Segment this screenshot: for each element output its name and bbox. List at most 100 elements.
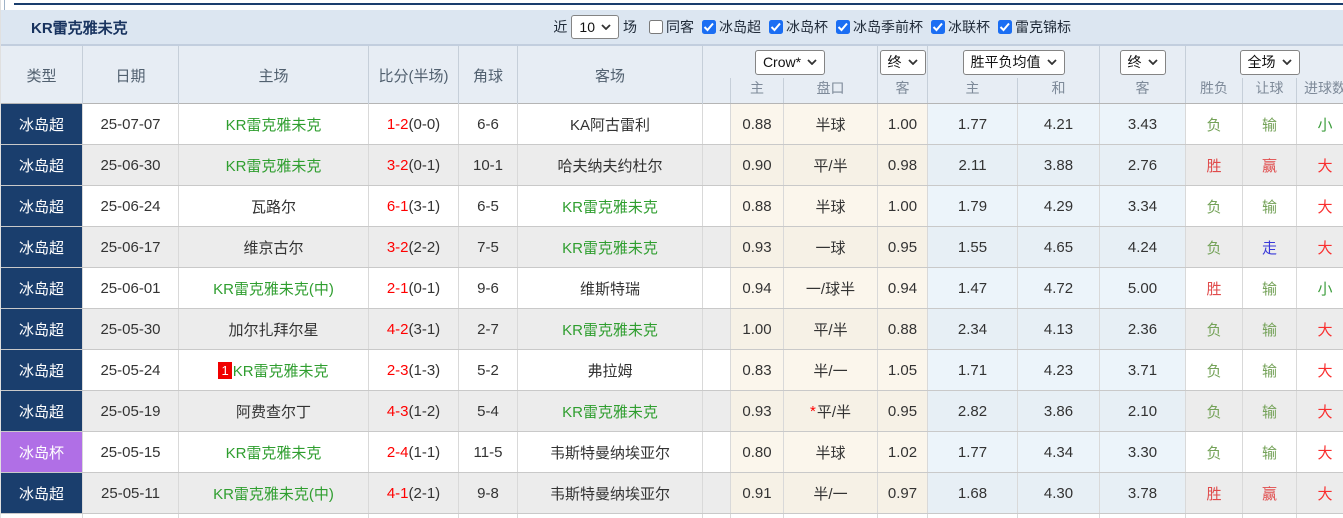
bookmaker-value: Crow* — [762, 54, 802, 70]
home-team-name: 维京古尔 — [243, 239, 304, 257]
col-header-corner: 角球 — [459, 46, 518, 104]
goals-result: 大 — [1317, 444, 1333, 462]
scope-select[interactable]: 全场 — [1239, 49, 1300, 75]
europe-time-select[interactable]: 终 — [1119, 49, 1166, 75]
subheader-row: 主盘口客主和客胜负 让球 进球数 — [703, 78, 1343, 103]
eu-draw-odds: 4.21 — [1018, 104, 1100, 144]
spacer-cell — [703, 268, 731, 308]
team-title: KR雷克雅未克 — [31, 19, 128, 37]
corners-cell: 10-1 — [459, 145, 518, 185]
table-row: 冰岛超 25-06-24 瓦路尔 6-1 (3-1) 6-5 KR雷克雅未克 0.88 半球 1.… — [1, 186, 1343, 227]
recent-count-select[interactable]: 10 — [571, 15, 619, 39]
partial-cell — [1, 514, 83, 518]
goals-result: 大 — [1317, 403, 1333, 421]
score-cell: 2-4 (1-1) — [369, 432, 459, 472]
halftime-score: (1-1) — [408, 443, 441, 461]
spacer-cell — [703, 432, 731, 472]
away-team-cell: KR雷克雅未克 — [518, 227, 703, 267]
corners-cell: 9-8 — [459, 473, 518, 513]
table-row: 冰岛超 25-05-11 KR雷克雅未克(中) 4-1 (2-1) 9-8 韦斯特曼纳埃亚尔… — [1, 473, 1343, 514]
avg-type-select[interactable]: 胜平负均值 — [962, 49, 1065, 75]
competition-checkbox[interactable] — [702, 20, 716, 34]
handicap-result: 输 — [1243, 186, 1297, 226]
eu-home-odds: 1.71 — [928, 350, 1018, 390]
home-team-cell: KR雷克雅未克 — [179, 145, 369, 185]
same-away-checkbox[interactable] — [649, 20, 663, 34]
ah-line: 一/球半 — [784, 268, 878, 308]
handicap-result: 输 — [1243, 104, 1297, 144]
eu-draw-odds: 4.13 — [1018, 309, 1100, 349]
handicap-result: 赢 — [1243, 145, 1297, 185]
ah-home-odds: 0.90 — [731, 145, 784, 185]
home-team-cell: KR雷克雅未克(中) — [179, 473, 369, 513]
table-row: 冰岛超 25-05-19 阿费查尔丁 4-3 (1-2) 5-4 KR雷克雅未克 0.93 * 平… — [1, 391, 1343, 432]
score-cell: 3-2 (0-1) — [369, 145, 459, 185]
home-team-name: 瓦路尔 — [250, 198, 296, 216]
home-team-name: KR雷克雅未克 — [225, 116, 322, 134]
partial-cell — [459, 514, 518, 518]
league-cell: 冰岛超 — [1, 391, 83, 431]
ah-home-odds: 0.91 — [731, 473, 784, 513]
date-cell: 25-06-01 — [83, 268, 179, 308]
subheader-cell: 胜负 — [1186, 78, 1243, 103]
bookmaker-select[interactable]: Crow* — [754, 49, 826, 75]
home-team-name: KR雷克雅未克 — [232, 362, 329, 380]
wdl-result: 负 — [1186, 227, 1243, 267]
same-away-label: 同客 — [666, 19, 694, 35]
handicap-time-select[interactable]: 终 — [879, 49, 926, 75]
eu-draw-odds: 4.23 — [1018, 350, 1100, 390]
wdl-result: 负 — [1186, 391, 1243, 431]
home-team-cell: KR雷克雅未克(中) — [179, 268, 369, 308]
away-team-cell: 韦斯特曼纳埃亚尔 — [518, 432, 703, 472]
rank-badge: 1 — [218, 361, 232, 379]
halftime-score: (2-1) — [408, 484, 441, 502]
near-label: 近 — [553, 19, 568, 35]
goals-result: 大 — [1317, 321, 1333, 339]
competition-checkbox[interactable] — [931, 20, 945, 34]
away-team-name: 哈夫纳夫约杜尔 — [557, 157, 663, 175]
eu-draw-odds: 3.88 — [1018, 145, 1100, 185]
eu-home-odds: 1.47 — [928, 268, 1018, 308]
eu-away-odds: 2.76 — [1100, 145, 1186, 185]
partial-cell — [518, 514, 703, 518]
ah-away-odds: 0.95 — [878, 391, 928, 431]
home-team-cell: 加尔扎拜尔星 — [179, 309, 369, 349]
subheader-cell: 盘口 — [784, 78, 878, 103]
eu-home-odds: 2.34 — [928, 309, 1018, 349]
goals-result: 大 — [1317, 157, 1333, 175]
spacer-cell — [703, 473, 731, 513]
goals-result: 大 — [1317, 485, 1333, 503]
away-team-name: KA阿古雷利 — [569, 116, 650, 134]
date-cell: 25-07-07 — [83, 104, 179, 144]
date-cell: 25-06-24 — [83, 186, 179, 226]
unit-label: 场 — [623, 19, 637, 35]
col-header-score: 比分(半场) — [369, 46, 459, 104]
spacer-cell — [703, 186, 731, 226]
chevron-down-icon — [1046, 59, 1057, 65]
date-cell: 25-05-11 — [83, 473, 179, 513]
handicap-result: 输 — [1243, 268, 1297, 308]
handicap-result: 输 — [1243, 391, 1297, 431]
competition-checkbox[interactable] — [769, 20, 783, 34]
away-team-name: KR雷克雅未克 — [562, 198, 658, 216]
ah-line: 一球 — [784, 227, 878, 267]
handicap-result: 输 — [1243, 432, 1297, 472]
ah-away-odds: 0.97 — [878, 473, 928, 513]
wdl-result: 胜 — [1186, 268, 1243, 308]
halftime-score: (1-2) — [408, 402, 441, 420]
partial-cell — [369, 514, 459, 518]
check-icon — [999, 22, 1010, 32]
fulltime-score: 1-2 — [386, 115, 409, 133]
corners-cell: 5-2 — [459, 350, 518, 390]
competition-label: 雷克锦标 — [1015, 19, 1071, 35]
away-team-name: KR雷克雅未克 — [562, 321, 658, 339]
competition-checkbox[interactable] — [998, 20, 1012, 34]
competition-checkbox[interactable] — [836, 20, 850, 34]
league-cell: 冰岛超 — [1, 309, 83, 349]
eu-home-odds: 2.82 — [928, 391, 1018, 431]
corners-cell: 6-6 — [459, 104, 518, 144]
league-cell: 冰岛超 — [1, 268, 83, 308]
eu-away-odds: 3.30 — [1100, 432, 1186, 472]
table-row: 冰岛超 25-05-24 1 KR雷克雅未克 2-3 (1-3) 5-2 弗拉姆 0.83 半/一… — [1, 350, 1343, 391]
handicap-result: 走 — [1243, 227, 1297, 267]
